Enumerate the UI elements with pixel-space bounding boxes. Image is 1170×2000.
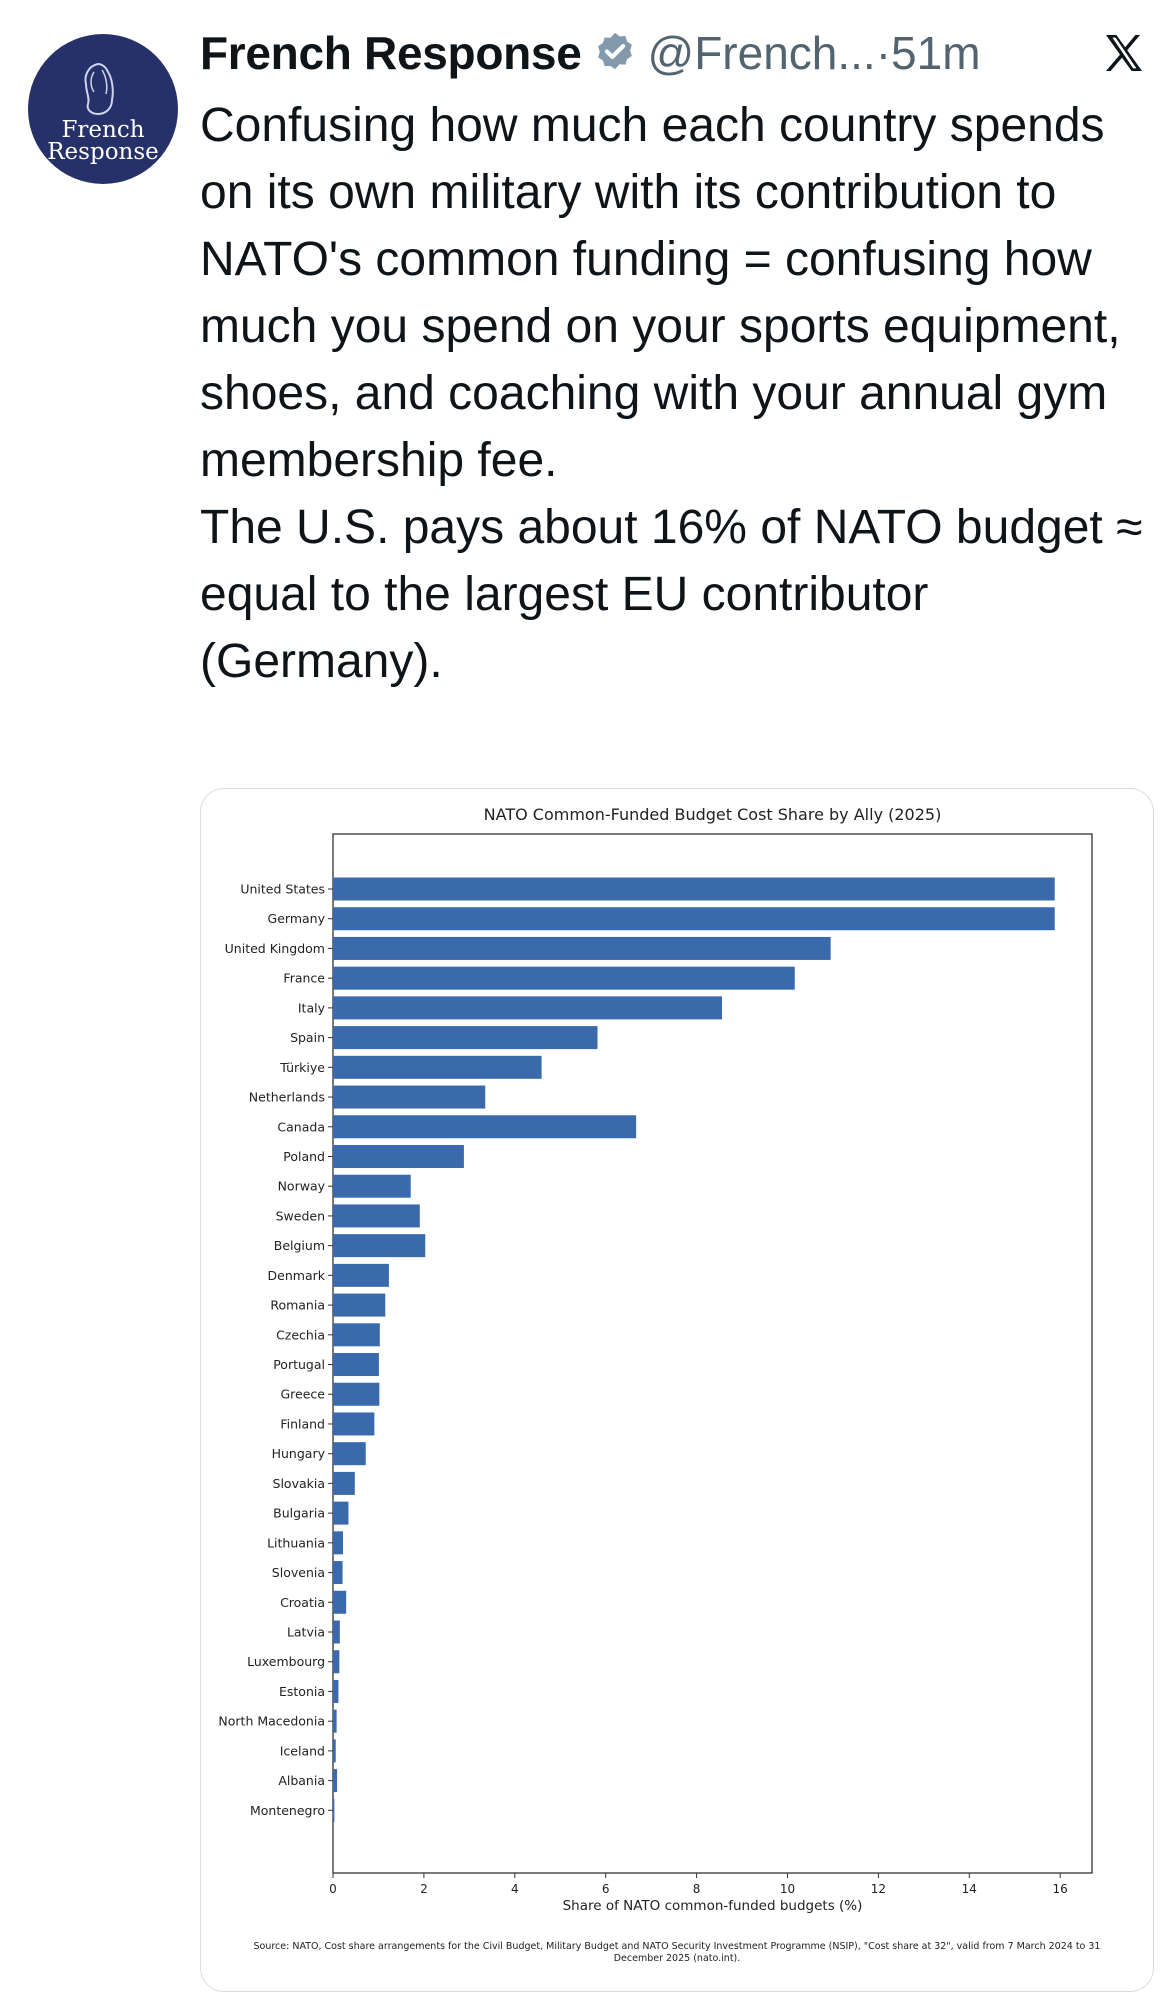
- y-tick-label: Sweden: [276, 1208, 325, 1223]
- bar: [333, 1382, 380, 1406]
- y-tick-label: Romania: [270, 1298, 325, 1313]
- verified-badge-icon[interactable]: [592, 30, 638, 76]
- marianne-logo-icon: [84, 62, 114, 116]
- post-time[interactable]: 51m: [891, 27, 981, 79]
- bar: [333, 1055, 542, 1079]
- x-tick-label: 8: [693, 1882, 701, 1896]
- y-tick-label: Netherlands: [249, 1090, 325, 1105]
- bar: [333, 966, 795, 990]
- bar: [333, 1115, 637, 1139]
- bar: [333, 1620, 340, 1644]
- tweet-text: Confusing how much each country spends o…: [200, 99, 1143, 688]
- bar: [333, 1798, 335, 1822]
- chart-title: NATO Common-Funded Budget Cost Share by …: [484, 805, 942, 824]
- y-tick-label: Greece: [281, 1387, 326, 1402]
- y-tick-label: United Kingdom: [225, 941, 325, 956]
- x-tick-label: 16: [1053, 1882, 1068, 1896]
- bar: [333, 1561, 343, 1585]
- chart-source-note-line2: December 2025 (nato.int).: [614, 1953, 741, 1964]
- y-tick-label: Luxembourg: [247, 1654, 325, 1669]
- y-tick-label: Portugal: [273, 1357, 325, 1372]
- separator-dot: ·: [875, 27, 892, 79]
- bar: [333, 1085, 486, 1109]
- y-tick-label: Denmark: [268, 1268, 326, 1283]
- y-tick-label: Türkiye: [279, 1060, 325, 1075]
- bar: [333, 936, 831, 960]
- bar: [333, 1293, 386, 1317]
- y-tick-label: Estonia: [279, 1684, 325, 1699]
- y-tick-label: Bulgaria: [273, 1506, 325, 1521]
- y-tick-label: Slovenia: [272, 1565, 325, 1580]
- bar: [333, 1650, 340, 1674]
- bar: [333, 1353, 379, 1377]
- plot-frame: [332, 833, 1093, 1874]
- bar: [333, 1590, 347, 1614]
- bar: [333, 1739, 336, 1763]
- y-tick-label: Iceland: [280, 1743, 325, 1758]
- bar: [333, 1501, 349, 1525]
- bar: [333, 1234, 426, 1258]
- y-tick-label: North Macedonia: [218, 1714, 325, 1729]
- y-tick-label: Germany: [268, 911, 326, 926]
- author-handle[interactable]: @French...: [647, 27, 876, 79]
- y-tick-label: United States: [240, 882, 325, 897]
- bar: [333, 1442, 366, 1466]
- x-tick-label: 12: [871, 1882, 886, 1896]
- avatar-text-line2: Response: [47, 139, 159, 165]
- bar: [333, 1769, 338, 1793]
- y-tick-label: Belgium: [274, 1238, 325, 1253]
- bar: [333, 1531, 343, 1555]
- y-tick-label: Italy: [298, 1000, 326, 1015]
- y-tick-label: Czechia: [276, 1327, 325, 1342]
- bar: [333, 1026, 598, 1050]
- x-logo-icon[interactable]: [1100, 30, 1148, 78]
- x-tick-label: 14: [962, 1882, 977, 1896]
- y-tick-label: Finland: [280, 1416, 325, 1431]
- y-tick-label: Spain: [290, 1030, 325, 1045]
- bar: [333, 996, 723, 1020]
- chart-image-card[interactable]: NATO Common-Funded Budget Cost Share by …: [200, 788, 1154, 1992]
- x-tick-label: 2: [420, 1882, 428, 1896]
- y-tick-label: Norway: [278, 1179, 326, 1194]
- bar: [333, 1204, 420, 1228]
- x-tick-label: 6: [602, 1882, 610, 1896]
- bar: [333, 1471, 355, 1495]
- bar: [333, 877, 1055, 901]
- y-tick-label: Slovakia: [273, 1476, 325, 1491]
- y-tick-label: Latvia: [287, 1625, 325, 1640]
- bar: [333, 1679, 339, 1703]
- y-tick-label: Poland: [283, 1149, 325, 1164]
- y-tick-label: Hungary: [272, 1446, 326, 1461]
- x-tick-label: 4: [511, 1882, 519, 1896]
- bar: [333, 907, 1055, 931]
- chart-source-note: Source: NATO, Cost share arrangements fo…: [254, 1941, 1101, 1952]
- x-tick-label: 0: [329, 1882, 337, 1896]
- bar: [333, 1263, 389, 1287]
- y-tick-label: Montenegro: [250, 1803, 325, 1818]
- avatar-text-line1: French: [61, 117, 145, 143]
- bar: [333, 1144, 464, 1168]
- avatar[interactable]: French Response: [28, 34, 178, 184]
- bar: [333, 1709, 337, 1733]
- tweet-header: French Response @French... · 51m: [200, 22, 1150, 84]
- y-tick-label: France: [283, 971, 325, 986]
- y-tick-label: Canada: [277, 1119, 325, 1134]
- x-tick-label: 10: [780, 1882, 795, 1896]
- bar: [333, 1323, 380, 1347]
- x-axis-label: Share of NATO common-funded budgets (%): [563, 1898, 863, 1914]
- bar: [333, 1174, 411, 1198]
- y-tick-label: Lithuania: [267, 1535, 325, 1550]
- y-tick-label: Croatia: [280, 1595, 325, 1610]
- bar-chart: NATO Common-Funded Budget Cost Share by …: [218, 805, 1101, 1964]
- bar: [333, 1412, 375, 1436]
- display-name[interactable]: French Response: [200, 27, 582, 79]
- y-tick-label: Albania: [278, 1773, 325, 1788]
